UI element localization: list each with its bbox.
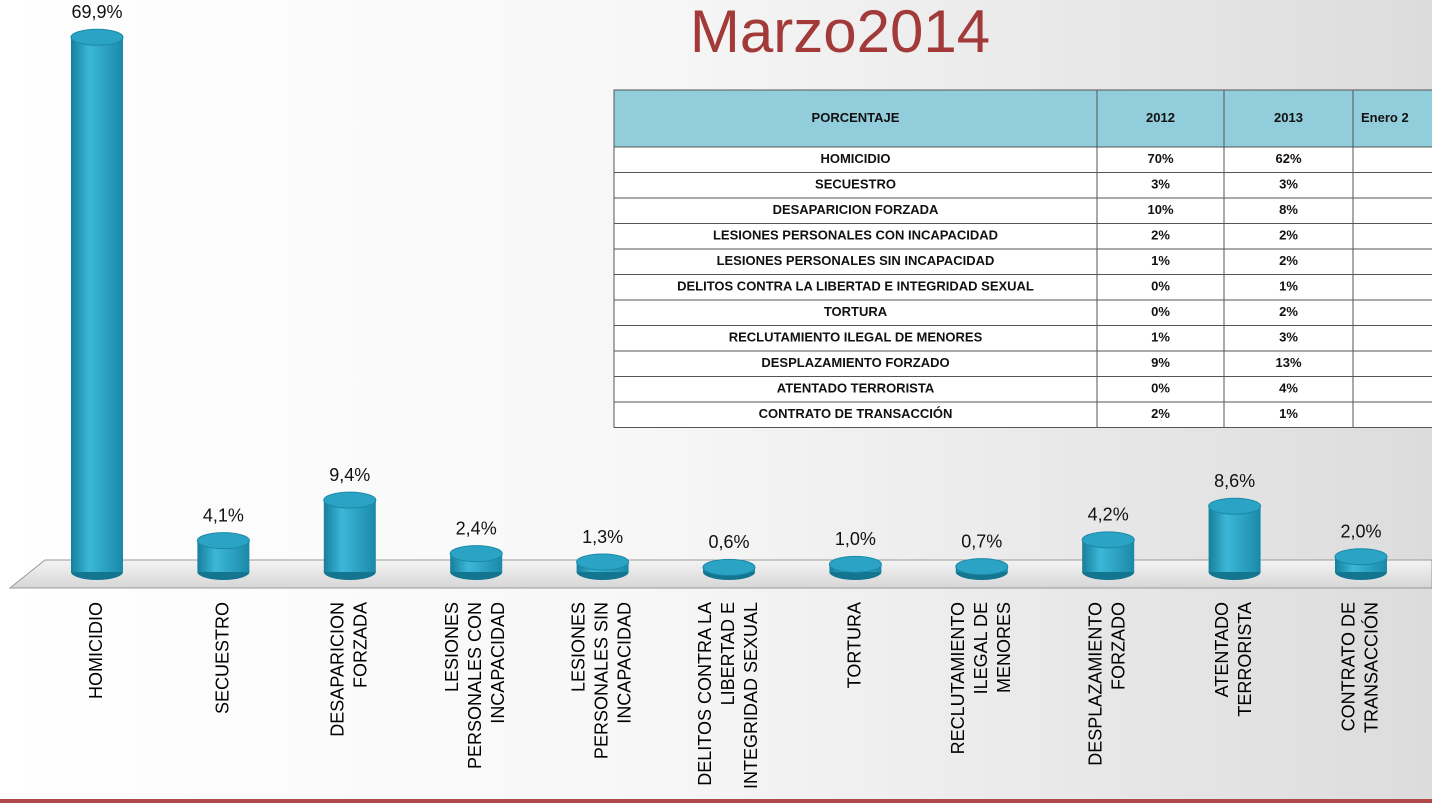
table-cell: 13% bbox=[1275, 355, 1301, 370]
bar-top bbox=[576, 553, 630, 571]
table-cell: DESAPARICION FORZADA bbox=[773, 202, 939, 217]
value-label: 69,9% bbox=[71, 2, 122, 22]
table-cell: 0% bbox=[1151, 279, 1170, 294]
x-tick-label: TORTURA bbox=[844, 602, 864, 688]
table-cell: 1% bbox=[1151, 330, 1170, 345]
table-cell: 10% bbox=[1147, 202, 1173, 217]
table-cell: TORTURA bbox=[824, 304, 888, 319]
value-label: 4,1% bbox=[203, 505, 244, 525]
value-label: 1,0% bbox=[835, 529, 876, 549]
table-cell: LESIONES PERSONALES SIN INCAPACIDAD bbox=[717, 253, 995, 268]
bar-top bbox=[828, 555, 882, 573]
table-cell: 1% bbox=[1279, 279, 1298, 294]
table-cell: 1% bbox=[1279, 406, 1298, 421]
x-tick-label: LESIONES PERSONALES SIN INCAPACIDAD bbox=[568, 602, 634, 759]
table-cell: 70% bbox=[1147, 151, 1173, 166]
bar-top bbox=[702, 558, 756, 576]
table-cell: RECLUTAMIENTO ILEGAL DE MENORES bbox=[729, 330, 983, 345]
table-cell: 0% bbox=[1151, 381, 1170, 396]
table-header-cell: 2012 bbox=[1146, 110, 1175, 125]
table-cell: 3% bbox=[1151, 177, 1170, 192]
table-cell: 9% bbox=[1151, 355, 1170, 370]
table-cell: 1% bbox=[1151, 253, 1170, 268]
x-tick-label: CONTRATO DE TRANSACCIÓN bbox=[1338, 602, 1381, 733]
bar-top bbox=[1334, 548, 1388, 566]
x-tick-label: ATENTADO TERRORISTA bbox=[1212, 602, 1255, 717]
value-label: 4,2% bbox=[1088, 505, 1129, 525]
x-tick-label: SECUESTRO bbox=[212, 602, 232, 714]
bar-top bbox=[955, 558, 1009, 576]
x-tick-label: RECLUTAMIENTO ILEGAL DE MENORES bbox=[948, 602, 1014, 754]
table-cell: 8% bbox=[1279, 202, 1298, 217]
value-label: 8,6% bbox=[1214, 471, 1255, 491]
table-cell: 0% bbox=[1151, 304, 1170, 319]
bar bbox=[71, 37, 123, 572]
x-tick-label: DELITOS CONTRA LA LIBERTAD E INTEGRIDAD SE… bbox=[695, 602, 761, 789]
bar-top bbox=[1081, 531, 1135, 549]
x-tick-label: LESIONES PERSONALES CON INCAPACIDAD bbox=[442, 602, 508, 769]
table-cell: ATENTADO TERRORISTA bbox=[777, 381, 935, 396]
bottom-rule bbox=[0, 799, 1432, 803]
table-cell: 4% bbox=[1279, 381, 1298, 396]
x-tick-label: HOMICIDIO bbox=[86, 602, 106, 699]
value-label: 0,7% bbox=[961, 531, 1002, 551]
value-label: 2,4% bbox=[456, 518, 497, 538]
bar-top bbox=[1208, 497, 1262, 515]
value-label: 0,6% bbox=[708, 532, 749, 552]
table-cell: 2% bbox=[1279, 228, 1298, 243]
bar-top bbox=[70, 28, 124, 46]
table-cell: CONTRATO DE TRANSACCIÓN bbox=[759, 406, 953, 421]
table-cell: 2% bbox=[1279, 304, 1298, 319]
table-cell: 2% bbox=[1151, 228, 1170, 243]
value-label: 1,3% bbox=[582, 527, 623, 547]
x-tick-label: DESAPARICION FORZADA bbox=[327, 602, 370, 737]
bar-top bbox=[196, 532, 250, 550]
x-tick-label: DESPLAZAMIENTO FORZADO bbox=[1085, 602, 1128, 766]
bar bbox=[1208, 506, 1261, 572]
table-cell: SECUESTRO bbox=[815, 177, 896, 192]
table-cell: LESIONES PERSONALES CON INCAPACIDAD bbox=[713, 228, 998, 243]
table-header-cell: PORCENTAJE bbox=[812, 110, 900, 125]
table: PORCENTAJE 2012 2013 Enero 2 HOMICIDIO 70% 62%… bbox=[613, 89, 1432, 428]
bar-top bbox=[449, 545, 503, 563]
table-body-bg bbox=[613, 146, 1432, 428]
table-cell: 3% bbox=[1279, 330, 1298, 345]
chart-title: Marzo2014 bbox=[690, 0, 990, 65]
table-cell: 62% bbox=[1275, 151, 1301, 166]
table-cell: DESPLAZAMIENTO FORZADO bbox=[761, 355, 949, 370]
table-header-cell: Enero 2 bbox=[1361, 110, 1409, 125]
table-cell: 2% bbox=[1151, 406, 1170, 421]
value-label: 9,4% bbox=[329, 465, 370, 485]
bar-top bbox=[323, 491, 377, 509]
table-header-bg bbox=[613, 89, 1432, 148]
table-cell: 2% bbox=[1279, 253, 1298, 268]
table-header-cell: 2013 bbox=[1274, 110, 1303, 125]
bar bbox=[323, 500, 376, 572]
table-cell: 3% bbox=[1279, 177, 1298, 192]
table-cell: DELITOS CONTRA LA LIBERTAD E INTEGRIDAD … bbox=[677, 279, 1034, 294]
value-label: 2,0% bbox=[1340, 521, 1381, 541]
table-cell: HOMICIDIO bbox=[820, 151, 890, 166]
